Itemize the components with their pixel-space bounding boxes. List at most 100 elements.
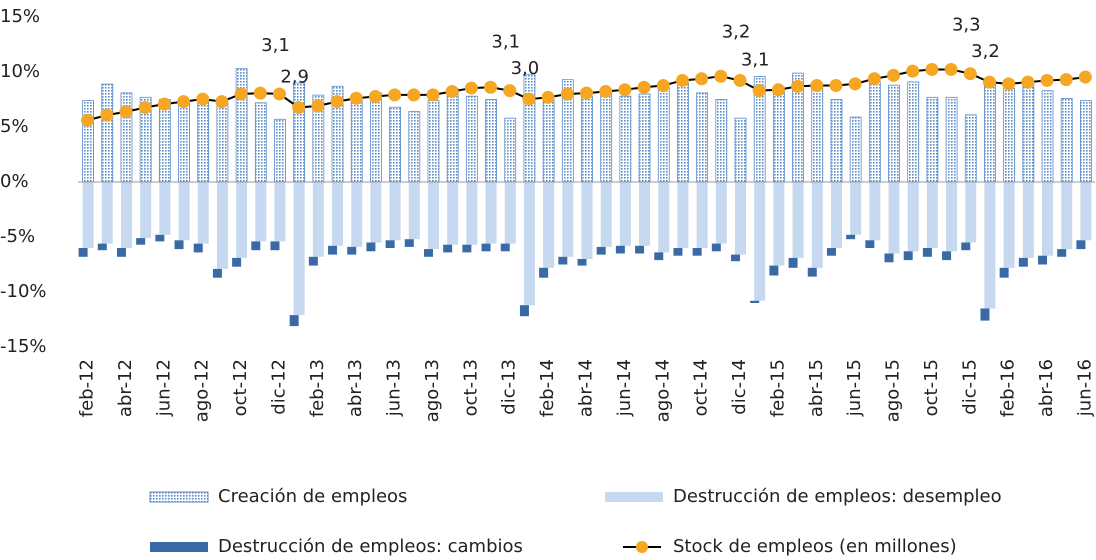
bar bbox=[385, 240, 395, 248]
legend-marker bbox=[636, 541, 648, 553]
stock-marker bbox=[887, 68, 901, 82]
x-tick-label: ago-13 bbox=[422, 359, 443, 422]
x-tick-label: abr-14 bbox=[576, 359, 597, 417]
bar bbox=[942, 251, 952, 261]
bar bbox=[216, 182, 228, 269]
legend-label: Creación de empleos bbox=[218, 486, 407, 507]
bar bbox=[1041, 90, 1054, 183]
bar bbox=[658, 182, 670, 253]
bar bbox=[715, 182, 727, 244]
stock-marker bbox=[407, 88, 421, 102]
x-tick-label: ago-14 bbox=[652, 359, 673, 422]
stock-marker bbox=[292, 101, 306, 115]
stock-marker bbox=[1059, 73, 1073, 87]
bar bbox=[581, 182, 593, 259]
value-label: 3,1 bbox=[261, 35, 290, 56]
stock-marker bbox=[272, 87, 286, 101]
bar bbox=[193, 243, 203, 253]
bar bbox=[427, 182, 439, 250]
stock-marker bbox=[177, 95, 191, 109]
stock-marker bbox=[311, 99, 325, 113]
x-tick-label: ago-12 bbox=[192, 359, 213, 422]
stock-marker bbox=[426, 88, 440, 102]
bar bbox=[811, 182, 823, 268]
bar bbox=[965, 182, 977, 243]
bar bbox=[984, 80, 996, 183]
bar bbox=[523, 182, 535, 306]
bar bbox=[293, 82, 306, 183]
bar bbox=[754, 182, 766, 301]
bar bbox=[82, 182, 94, 248]
bar bbox=[158, 99, 171, 183]
bar bbox=[1060, 98, 1073, 183]
bar bbox=[734, 117, 747, 183]
bar bbox=[370, 92, 382, 183]
x-tick-label: abr-13 bbox=[345, 359, 366, 417]
bar bbox=[888, 182, 900, 254]
bar bbox=[788, 257, 798, 268]
x-tick-label: feb-15 bbox=[767, 359, 788, 417]
value-label: 3,1 bbox=[491, 32, 520, 53]
stock-marker bbox=[906, 64, 920, 78]
x-tick-label: jun-12 bbox=[153, 359, 174, 417]
bar bbox=[926, 182, 938, 248]
stock-marker bbox=[100, 108, 114, 122]
x-tick-label: abr-15 bbox=[806, 359, 827, 417]
stock-marker bbox=[119, 105, 133, 119]
bar bbox=[178, 100, 190, 183]
bar bbox=[946, 182, 958, 252]
stock-marker bbox=[1002, 77, 1016, 91]
stock-marker bbox=[81, 113, 95, 127]
x-tick-label: dic-15 bbox=[959, 359, 980, 415]
bar bbox=[366, 242, 376, 252]
stock-marker bbox=[829, 79, 843, 93]
x-tick-label: feb-14 bbox=[537, 359, 558, 417]
bar bbox=[212, 268, 222, 278]
stock-marker bbox=[656, 79, 670, 93]
stock-marker bbox=[982, 75, 996, 89]
bar bbox=[907, 81, 920, 183]
x-tick-label: feb-12 bbox=[77, 359, 98, 417]
x-tick-label: dic-13 bbox=[499, 359, 520, 415]
x-tick-label: jun-16 bbox=[1074, 359, 1095, 417]
x-tick-label: jun-15 bbox=[844, 359, 865, 417]
stock-marker bbox=[637, 80, 651, 94]
legend-swatch bbox=[149, 491, 209, 503]
y-tick-label: -15% bbox=[0, 336, 47, 357]
stock-marker bbox=[580, 86, 593, 100]
bar bbox=[101, 182, 113, 244]
bar bbox=[769, 265, 779, 276]
stock-marker bbox=[810, 79, 824, 93]
bar bbox=[481, 243, 491, 252]
stock-marker bbox=[445, 84, 459, 98]
bar bbox=[677, 182, 689, 248]
bar bbox=[635, 245, 645, 254]
bar bbox=[999, 267, 1009, 278]
bar bbox=[504, 182, 516, 244]
bar bbox=[370, 182, 382, 243]
bar bbox=[523, 73, 536, 183]
stock-marker bbox=[714, 69, 728, 83]
bar bbox=[846, 234, 856, 240]
bar bbox=[236, 182, 248, 258]
x-tick-label: oct-13 bbox=[460, 359, 481, 416]
stock-marker bbox=[1078, 70, 1092, 84]
value-label: 3,0 bbox=[511, 58, 540, 79]
bar bbox=[830, 99, 843, 183]
bar bbox=[443, 244, 453, 253]
stock-marker bbox=[848, 77, 862, 91]
x-tick-label: feb-16 bbox=[998, 359, 1019, 417]
bar bbox=[1038, 255, 1048, 265]
bar bbox=[251, 241, 261, 251]
bar bbox=[596, 246, 606, 255]
bar bbox=[1003, 88, 1016, 183]
bar bbox=[922, 248, 932, 257]
bar bbox=[1080, 182, 1092, 241]
stock-marker bbox=[349, 91, 363, 105]
stock-marker bbox=[771, 83, 785, 97]
bar bbox=[884, 253, 894, 263]
stock-marker bbox=[368, 90, 382, 104]
bar bbox=[1057, 249, 1067, 257]
bar bbox=[485, 99, 497, 183]
y-tick-label: -10% bbox=[0, 281, 47, 302]
